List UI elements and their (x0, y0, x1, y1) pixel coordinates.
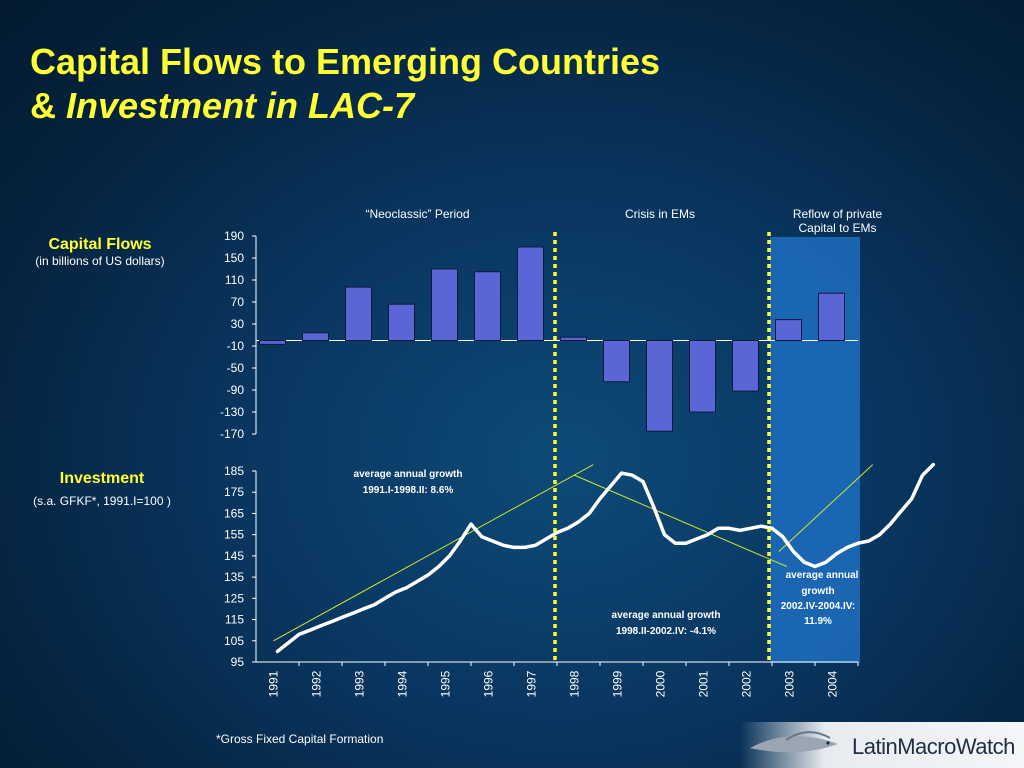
capital-flow-bar (259, 340, 286, 345)
trend-line (273, 464, 594, 642)
bar-y-tick-label: -10 (227, 339, 245, 353)
line-y-tick-label: 125 (224, 591, 244, 605)
x-tick-label: 1993 (353, 670, 367, 697)
header-reflow-line2: Capital to EMs (798, 221, 877, 235)
logo: LatinMacroWatch (740, 722, 1024, 768)
trend-line (778, 464, 874, 553)
investment-line (275, 462, 936, 654)
annotation-growth3-line4: 11.9% (804, 616, 832, 627)
trend-line (574, 474, 787, 567)
capital-flow-bar (302, 332, 329, 341)
capital-flow-bar (689, 340, 716, 413)
x-tick-label: 2000 (654, 670, 668, 697)
bar-y-tick-label: 190 (224, 229, 244, 243)
capital-flow-bar (345, 286, 372, 341)
capital-flow-bar (732, 340, 759, 392)
capital-flow-bar (517, 246, 544, 341)
investment-label: Investment (s.a. GFKF*, 1991.I=100 ) (14, 470, 190, 508)
x-tick-label: 2002 (740, 670, 754, 697)
x-tick-label: 1996 (482, 670, 496, 697)
x-tick-label: 1994 (396, 670, 410, 697)
annotation-growth2-line2: 1998.II-2002.IV: -4.1% (616, 626, 716, 637)
capital-flow-bar (431, 268, 458, 341)
footnote: *Gross Fixed Capital Formation (216, 732, 384, 746)
header-crisis: Crisis in EMs (624, 207, 695, 221)
capital-flow-bar (388, 303, 415, 342)
capital-flows-title: Capital Flows (48, 236, 152, 253)
annotation-growth3-line2: growth (801, 586, 834, 597)
title-line2-prefix: & (30, 85, 66, 126)
page-title: Capital Flows to Emerging Countries & Inv… (30, 40, 660, 128)
x-tick-label: 2004 (826, 670, 840, 697)
bar-y-tick-label: 110 (225, 273, 244, 287)
reflow-highlight (770, 237, 860, 663)
annotation-growth1-line2: 1991.I-1998.II: 8.6% (363, 485, 454, 496)
annotation-growth2-line1: average annual growth (612, 610, 721, 621)
bar-y-tick-label: 150 (224, 251, 244, 265)
capital-flow-bar (603, 340, 630, 383)
title-line2-italic: Investment in LAC-7 (66, 85, 415, 126)
bar-y-tick-label: -170 (220, 427, 244, 441)
line-y-tick-label: 95 (231, 655, 245, 669)
x-tick-label: 2001 (697, 670, 711, 697)
bar-y-tick-label: -50 (227, 361, 245, 375)
investment-subtitle: (s.a. GFKF*, 1991.I=100 ) (33, 494, 171, 508)
title-line1: Capital Flows to Emerging Countries (30, 41, 661, 82)
header-reflow: Reflow of private Capital to EMs (770, 207, 905, 235)
x-tick-label: 1998 (568, 670, 582, 697)
capital-flows-label: Capital Flows (in billions of US dollars… (20, 236, 180, 268)
capital-flow-bar (646, 340, 673, 432)
line-y-tick-label: 175 (224, 485, 244, 499)
capital-flow-bar (818, 292, 845, 342)
annotation-growth3-line3: 2002.IV-2004.IV: (781, 601, 856, 612)
capital-flow-bar (474, 271, 501, 341)
line-y-tick-label: 115 (225, 613, 244, 627)
x-tick-label: 1999 (611, 670, 625, 697)
x-tick-label: 1992 (310, 670, 324, 697)
line-y-tick-label: 105 (224, 634, 244, 648)
logo-text: LatinMacroWatch (852, 734, 1015, 759)
x-tick-label: 1991 (267, 670, 281, 697)
annotation-growth3-line1: average annual (786, 570, 859, 581)
annotation-growth1-line1: average annual growth (354, 469, 463, 480)
x-tick-label: 2003 (783, 670, 797, 697)
header-neoclassic: “Neoclassic” Period (365, 207, 470, 221)
line-y-tick-label: 145 (224, 549, 244, 563)
x-tick-label: 1995 (439, 670, 453, 697)
line-y-tick-label: 165 (224, 506, 244, 520)
capital-flow-bar (775, 319, 802, 342)
line-y-tick-label: 155 (224, 528, 244, 542)
bar-y-tick-label: 30 (231, 317, 245, 331)
bar-y-tick-label: -130 (220, 405, 244, 419)
investment-title: Investment (59, 470, 145, 487)
capital-flows-subtitle: (in billions of US dollars) (35, 254, 165, 268)
bar-y-tick-label: 70 (231, 295, 245, 309)
line-y-tick-label: 185 (224, 464, 244, 478)
line-y-tick-label: 135 (224, 570, 244, 584)
bar-y-tick-label: -90 (227, 383, 245, 397)
header-reflow-line1: Reflow of private (792, 207, 883, 221)
capital-flow-bar (560, 336, 587, 342)
x-tick-label: 1997 (525, 670, 539, 697)
fish-logo-icon (750, 731, 838, 753)
